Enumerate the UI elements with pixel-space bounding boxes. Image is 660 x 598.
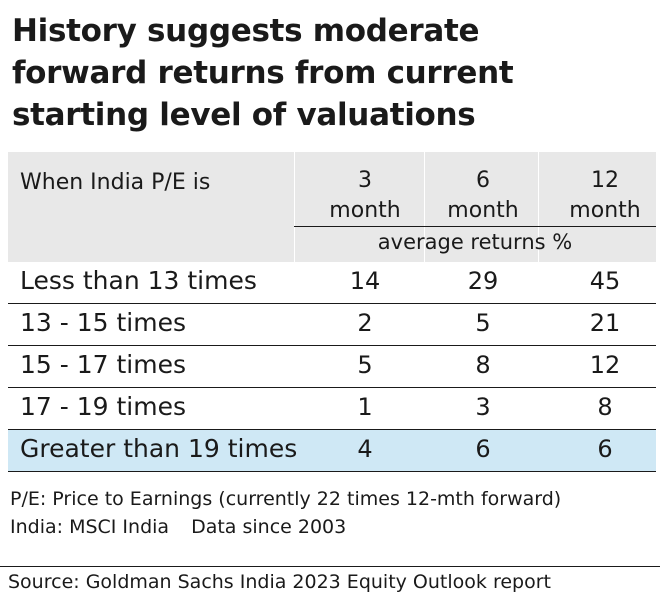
table-row: 13 - 15 times 2 5 21 — [8, 304, 656, 346]
chart-title: History suggests moderate forward return… — [12, 10, 652, 136]
average-returns-subheader: average returns % — [377, 230, 573, 254]
column-header-unit: month — [329, 198, 401, 223]
cell-value: 4 — [357, 435, 373, 463]
title-line-1: History suggests moderate — [12, 13, 480, 49]
row-label: 17 - 19 times — [20, 392, 186, 421]
cell-value: 45 — [589, 267, 621, 295]
column-header-3-month: 3 month — [306, 166, 424, 226]
footnote-data-since: Data since 2003 — [191, 516, 347, 538]
row-label: 15 - 17 times — [20, 350, 186, 379]
row-label: 13 - 15 times — [20, 308, 186, 337]
row-header-label: When India P/E is — [20, 170, 211, 195]
table-row: 17 - 19 times 1 3 8 — [8, 388, 656, 430]
cell-value: 5 — [475, 309, 491, 337]
column-header-number: 6 — [476, 168, 490, 193]
table-row: 15 - 17 times 5 8 12 — [8, 346, 656, 388]
title-line-2: forward returns from current — [12, 55, 514, 91]
footnote-pe: P/E: Price to Earnings (currently 22 tim… — [10, 488, 562, 510]
column-header-unit: month — [569, 198, 641, 223]
header-divider — [424, 152, 425, 262]
source-divider — [0, 566, 660, 567]
header-divider — [294, 152, 295, 262]
row-label: Greater than 19 times — [20, 434, 298, 463]
table-header: When India P/E is 3 month 6 month 12 mon… — [8, 152, 656, 262]
column-header-12-month: 12 month — [546, 166, 660, 226]
returns-table: When India P/E is 3 month 6 month 12 mon… — [8, 152, 656, 472]
cell-value: 29 — [467, 267, 499, 295]
footnote-index: India: MSCI India Data since 2003 — [10, 513, 561, 541]
cell-value: 6 — [475, 435, 491, 463]
source-note: Source: Goldman Sachs India 2023 Equity … — [8, 571, 551, 593]
table-body: Less than 13 times 14 29 45 13 - 15 times 2 5 2… — [8, 262, 656, 472]
table-row: Greater than 19 times 4 6 6 — [8, 430, 656, 472]
table-row: Less than 13 times 14 29 45 — [8, 262, 656, 304]
subheader-rule — [294, 226, 656, 227]
title-line-3: starting level of valuations — [12, 97, 476, 133]
cell-value: 14 — [349, 267, 381, 295]
column-header-6-month: 6 month — [424, 166, 542, 226]
column-header-number: 3 — [358, 168, 372, 193]
cell-value: 8 — [475, 351, 491, 379]
cell-value: 3 — [475, 393, 491, 421]
cell-value: 2 — [357, 309, 373, 337]
cell-value: 1 — [357, 393, 373, 421]
header-divider — [538, 152, 539, 262]
cell-value: 5 — [357, 351, 373, 379]
cell-value: 6 — [597, 435, 613, 463]
footnote-msci: India: MSCI India — [10, 516, 170, 538]
cell-value: 8 — [597, 393, 613, 421]
row-label: Less than 13 times — [20, 266, 257, 295]
cell-value: 21 — [589, 309, 621, 337]
column-header-number: 12 — [591, 168, 619, 193]
footnotes: P/E: Price to Earnings (currently 22 tim… — [10, 485, 561, 541]
column-header-unit: month — [447, 198, 519, 223]
cell-value: 12 — [589, 351, 621, 379]
